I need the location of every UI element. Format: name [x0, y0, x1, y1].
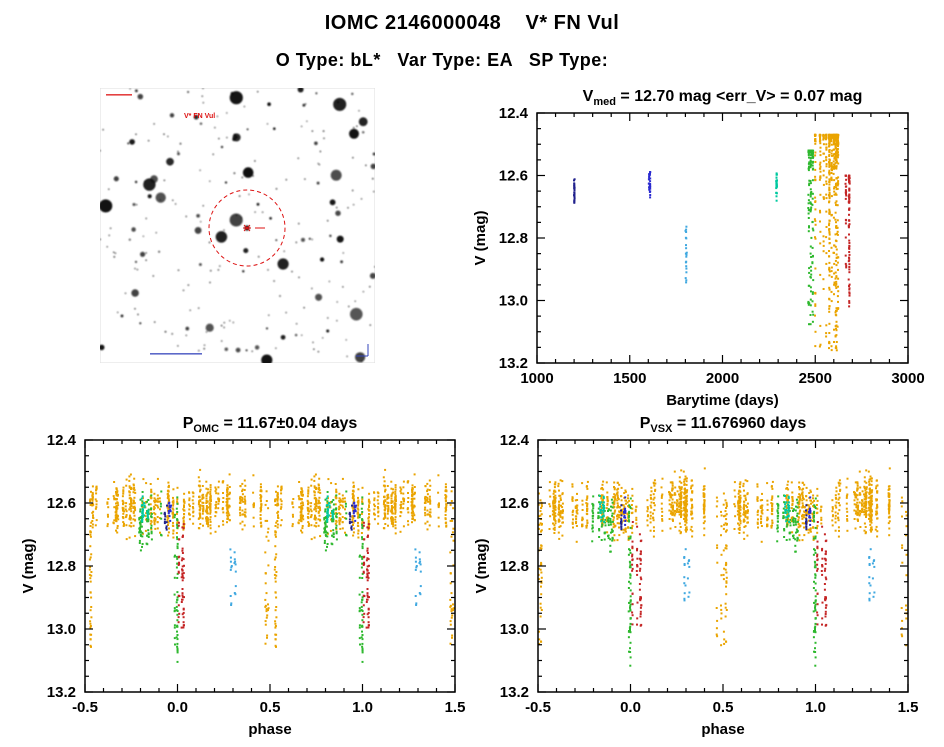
svg-text:12.4: 12.4 [47, 432, 77, 449]
svg-text:1000: 1000 [520, 370, 553, 387]
svg-text:1.5: 1.5 [445, 699, 466, 716]
finder-label: V* FN Vul [184, 113, 215, 120]
x-axis-label: Barytime (days) [666, 392, 779, 409]
finding-chart-image: V* FN Vul [100, 88, 375, 363]
svg-text:0.5: 0.5 [260, 699, 281, 716]
target-circle [208, 189, 286, 267]
corner-annotation-mark [106, 94, 132, 96]
svg-text:12.8: 12.8 [499, 230, 528, 247]
plot-box [84, 439, 456, 693]
svg-text:13.0: 13.0 [499, 293, 528, 310]
svg-text:13.0: 13.0 [47, 621, 76, 638]
scatter-points [573, 133, 851, 352]
svg-text:3000: 3000 [891, 370, 924, 387]
chart-title: PVSX = 11.676960 days [640, 415, 807, 435]
lightcurve-chart: 1000 1500 2000 2500 3000 12.4 12.6 12.8 13.0 13.2… [472, 88, 925, 409]
svg-text:2000: 2000 [706, 370, 739, 387]
page-title: IOMC 2146000048 V* FN Vul [324, 12, 620, 34]
y-axis-label: V (mag) [472, 210, 489, 265]
svg-text:1500: 1500 [613, 370, 646, 387]
svg-text:13.2: 13.2 [499, 355, 528, 372]
svg-text:12.6: 12.6 [499, 168, 528, 185]
scatter-points [88, 468, 455, 663]
y-axis-label: V (mag) [20, 538, 37, 593]
plot-box [536, 112, 909, 364]
page-subtitle: O Type: bL* Var Type: EA SP Type: [275, 50, 609, 70]
svg-text:12.4: 12.4 [499, 105, 529, 122]
svg-text:12.6: 12.6 [47, 495, 76, 512]
svg-text:1.0: 1.0 [352, 699, 373, 716]
phase-chart-vsx: -0.5 0.0 0.5 1.0 1.512.412.612.813.013.2phas… [473, 415, 918, 738]
svg-text:13.2: 13.2 [47, 684, 76, 701]
chart-title: POMC = 11.67±0.04 days [183, 415, 358, 435]
svg-text:0.0: 0.0 [167, 699, 188, 716]
phase-chart-omc: -0.5 0.0 0.5 1.0 1.5 12.4 12.6 12.8 13.0 13.2 phas… [20, 415, 466, 738]
x-axis-label: phase [701, 721, 744, 738]
svg-text:-0.5: -0.5 [72, 699, 98, 716]
chart-title: Vmed = 12.70 mag <err_V> = 0.07 mag [583, 88, 863, 108]
svg-text:2500: 2500 [799, 370, 832, 387]
compass-mark [356, 344, 369, 357]
star-field [100, 88, 375, 363]
x-axis-label: phase [248, 721, 291, 738]
bottom-annotation-mark [150, 353, 202, 355]
scatter-points [537, 467, 908, 667]
plot-box [537, 439, 909, 693]
y-axis-label: V (mag) [473, 538, 490, 593]
target-marker [243, 224, 265, 232]
svg-text:12.8: 12.8 [47, 558, 76, 575]
